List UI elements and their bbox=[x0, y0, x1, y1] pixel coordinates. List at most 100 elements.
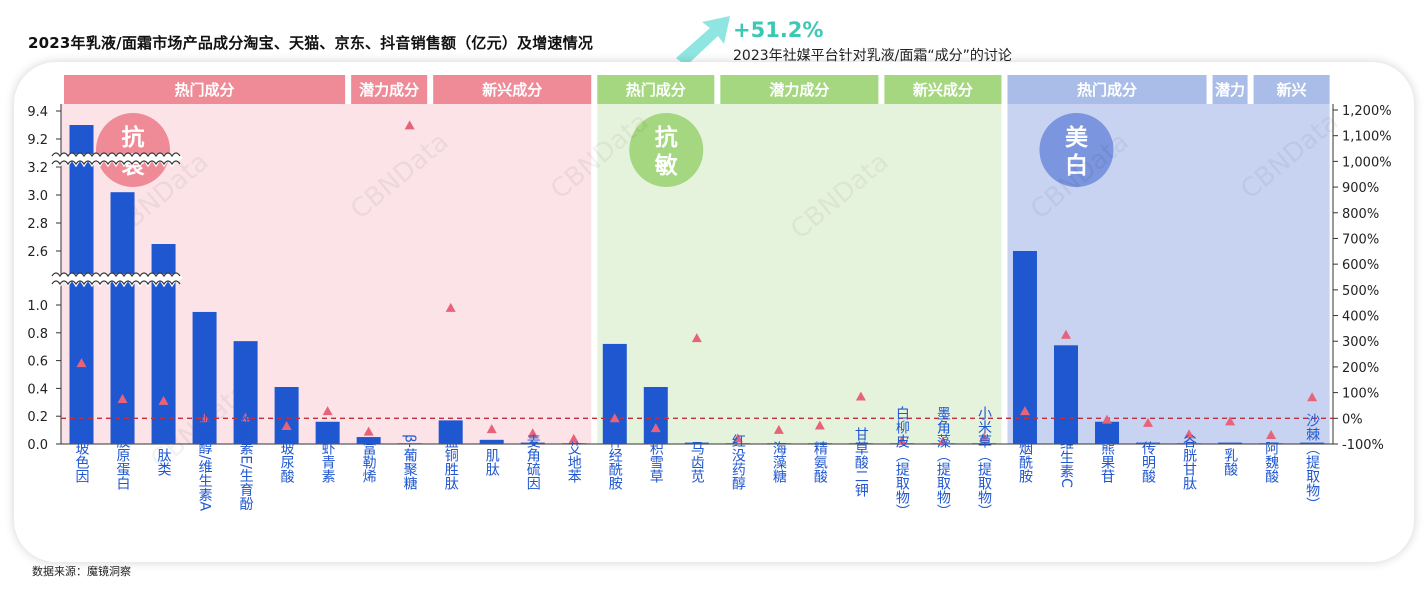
right-tick-label: 900% bbox=[1342, 181, 1379, 196]
left-axis-ticks: 0.0 0.2 0.4 0.6 0.8 1.0 2.6 2.8 3.0 3.2 9.2 9.4 bbox=[27, 105, 61, 453]
bar bbox=[397, 443, 422, 444]
growth-marker bbox=[650, 423, 661, 433]
growth-marker bbox=[1143, 417, 1154, 427]
group-header-whitening-2 bbox=[1253, 75, 1330, 104]
bar bbox=[684, 442, 709, 444]
group-header-antiaging-2 bbox=[433, 75, 592, 104]
group-badge-whitening bbox=[1039, 113, 1114, 187]
group-header-label: 潜力 bbox=[1215, 81, 1245, 99]
group-header-whitening-0 bbox=[1007, 75, 1207, 104]
category-label: 富勒烯 bbox=[361, 440, 377, 483]
group-badge-char: 抗 bbox=[655, 124, 678, 151]
category-label: 乳酸 bbox=[1222, 448, 1238, 476]
bar bbox=[766, 443, 791, 444]
axis-breaks bbox=[48, 152, 184, 288]
bar bbox=[315, 421, 340, 444]
growth-marker bbox=[363, 426, 374, 436]
bar bbox=[1177, 443, 1202, 444]
category-label: 谷胱甘肽 bbox=[1181, 434, 1197, 491]
growth-marker bbox=[1184, 429, 1195, 439]
category-label: 蓝铜胜肽 bbox=[443, 434, 459, 491]
growth-markers bbox=[76, 120, 1318, 446]
right-tick-label: -100% bbox=[1342, 438, 1384, 453]
category-label: 海藻糖 bbox=[771, 441, 787, 483]
group-header-label: 新兴 bbox=[1277, 81, 1307, 99]
category-label: 神经酰胺 bbox=[607, 434, 623, 491]
bar bbox=[807, 443, 832, 444]
group-header-label: 热门成分 bbox=[175, 81, 235, 99]
right-tick-label: 100% bbox=[1342, 387, 1379, 402]
left-tick-label: 0.2 bbox=[27, 410, 48, 425]
group-header-label: 热门成分 bbox=[626, 81, 686, 99]
left-tick-label: 0.4 bbox=[27, 382, 48, 397]
growth-value: +51.2% bbox=[733, 18, 824, 42]
right-tick-label: 800% bbox=[1342, 207, 1379, 222]
group-badge-antiaging bbox=[96, 113, 170, 187]
growth-note: 2023年社媒平台针对乳液/面霜“成分”的讨论 bbox=[733, 48, 1012, 64]
category-label: 小米草（提取物） bbox=[976, 406, 992, 518]
right-tick-label: 1,100% bbox=[1342, 130, 1392, 145]
category-label: 红没药醇 bbox=[730, 434, 746, 490]
bar bbox=[561, 443, 586, 444]
group-badge-char: 白 bbox=[1065, 152, 1088, 179]
growth-marker bbox=[240, 412, 251, 422]
bar bbox=[971, 443, 996, 444]
group-header-label: 新兴成分 bbox=[482, 81, 542, 99]
growth-marker bbox=[568, 433, 579, 443]
category-label: 玻色因 bbox=[74, 441, 90, 483]
growth-marker bbox=[773, 424, 784, 434]
right-tick-label: 1,200% bbox=[1342, 104, 1392, 119]
right-tick-label: 1,000% bbox=[1342, 155, 1392, 170]
group-header-label: 潜力成分 bbox=[359, 81, 419, 99]
group-header-antisensitive-2 bbox=[884, 75, 1002, 104]
source-note: 数据来源：魔镜洞察 bbox=[32, 565, 131, 578]
break-band bbox=[48, 273, 184, 288]
bar bbox=[356, 437, 381, 444]
growth-marker bbox=[937, 436, 948, 446]
group-header-antisensitive-0 bbox=[597, 75, 715, 104]
bar bbox=[274, 387, 299, 444]
growth-marker bbox=[814, 420, 825, 430]
right-tick-label: 200% bbox=[1342, 361, 1379, 376]
bar bbox=[1259, 443, 1284, 444]
left-tick-label: 2.8 bbox=[27, 217, 48, 232]
category-label: 阿魏酸 bbox=[1263, 441, 1279, 483]
left-tick-label: 0.6 bbox=[27, 355, 48, 370]
bar bbox=[110, 192, 135, 444]
group-badge-char: 美 bbox=[1065, 124, 1088, 151]
bar bbox=[1095, 421, 1120, 444]
category-label: β-葡聚糖 bbox=[402, 434, 418, 490]
group-header-whitening-1 bbox=[1212, 75, 1248, 104]
group-header-label: 热门成分 bbox=[1077, 81, 1137, 99]
right-axis-ticks: -100% 0% 100% 200% 300% 400% 500% 600% 700% 800% 9… bbox=[1333, 104, 1392, 453]
category-label: 虾青素 bbox=[320, 441, 336, 483]
growth-marker bbox=[527, 428, 538, 438]
growth-marker bbox=[158, 395, 169, 405]
growth-marker bbox=[978, 432, 989, 442]
category-labels: 玻色因 胶原蛋白 肽类 视黄醇/维生素A 维生素E/生育酚 玻尿酸 虾青素 富勒烯 β-葡聚糖 蓝… bbox=[74, 406, 1321, 518]
category-label: 传明酸 bbox=[1140, 441, 1156, 483]
right-tick-label: 400% bbox=[1342, 310, 1379, 325]
category-label: 玻尿酸 bbox=[279, 441, 295, 483]
growth-marker bbox=[1060, 329, 1071, 339]
growth-marker bbox=[896, 435, 907, 445]
group-badge-char: 抗 bbox=[122, 124, 145, 151]
group-header-label: 潜力成分 bbox=[769, 81, 829, 99]
growth-arrow-icon bbox=[676, 16, 730, 66]
bar bbox=[643, 387, 668, 444]
right-tick-label: 600% bbox=[1342, 258, 1379, 273]
group-header-antiaging-0 bbox=[64, 75, 346, 104]
category-label: 肽类 bbox=[156, 448, 172, 476]
break-line bbox=[51, 152, 181, 158]
category-label: 精氨酸 bbox=[812, 441, 828, 483]
category-label: 维生素E/生育酚 bbox=[238, 413, 254, 511]
category-label: 胶原蛋白 bbox=[115, 433, 131, 490]
category-label: 视黄醇/维生素A bbox=[197, 413, 213, 512]
left-tick-label: 0.0 bbox=[27, 438, 48, 453]
group-badge-char: 敏 bbox=[654, 152, 678, 179]
growth-marker bbox=[117, 394, 128, 404]
left-tick-label: 9.2 bbox=[27, 133, 48, 148]
bar bbox=[233, 341, 258, 444]
group-badge-antisensitive bbox=[629, 113, 704, 187]
